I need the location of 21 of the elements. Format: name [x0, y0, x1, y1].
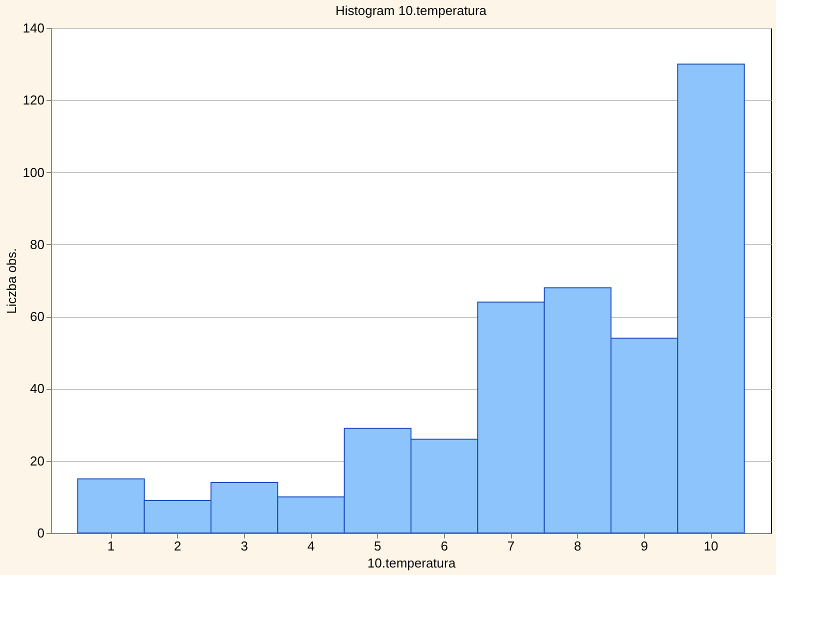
x-tick-label: 6 [440, 538, 448, 554]
y-axis-title: Liczba obs. [4, 248, 19, 314]
chart-title: Histogram 10.temperatura [335, 3, 488, 18]
y-tick-label: 80 [30, 236, 44, 252]
y-tick-label: 100 [22, 164, 44, 180]
x-tick-label: 2 [174, 538, 182, 554]
y-tick-label: 140 [22, 20, 44, 36]
x-tick-label: 7 [507, 538, 515, 554]
y-tick-label: 0 [37, 526, 44, 540]
y-tick-label: 60 [30, 309, 44, 324]
x-tick-label: 1 [107, 538, 115, 554]
y-tick-label: 120 [22, 92, 44, 108]
x-tick-label: 5 [374, 538, 382, 554]
x-tick-label: 4 [307, 538, 315, 554]
y-tick-label: 20 [30, 453, 44, 468]
x-axis-title: 10.temperatura [367, 556, 456, 570]
y-tick-label: 40 [30, 381, 44, 396]
x-tick-label: 8 [574, 538, 582, 554]
x-tick-label: 9 [640, 538, 648, 554]
x-tick-label: 10 [704, 538, 718, 554]
x-tick-label: 3 [240, 538, 248, 554]
